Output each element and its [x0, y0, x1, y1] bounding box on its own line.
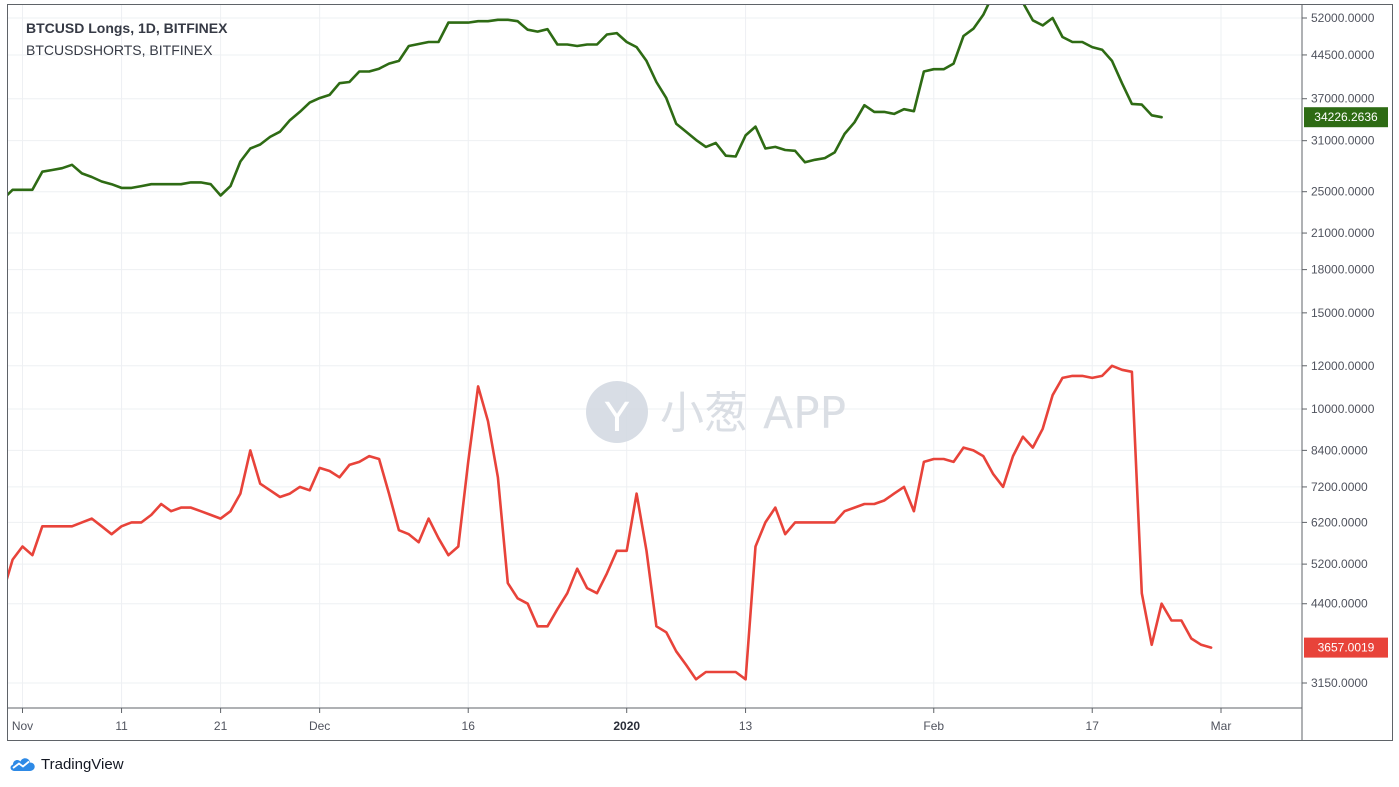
price-tick-label: 18000.0000 — [1311, 263, 1375, 277]
time-axis[interactable]: Nov 11 21 Dec 16 2020 13 Feb 17 Mar — [12, 708, 1232, 733]
last-value-tag-text: 3657.0019 — [1318, 641, 1375, 655]
price-tick-label: 5200.0000 — [1311, 557, 1368, 571]
time-tick-label: Feb — [923, 719, 944, 733]
last-value-tags: 34226.2636 3657.0019 — [1304, 107, 1388, 658]
last-value-tag-text: 34226.2636 — [1314, 110, 1378, 124]
time-tick-label: 21 — [214, 719, 228, 733]
price-tick-label: 52000.0000 — [1311, 11, 1375, 25]
time-tick-label: Dec — [309, 719, 330, 733]
price-axis[interactable]: 3150.0000 4400.0000 5200.0000 6200.0000 7200… — [1302, 11, 1375, 690]
watermark-logo-circle — [586, 381, 648, 443]
price-tick-label: 10000.0000 — [1311, 402, 1375, 416]
time-tick-label: 16 — [462, 719, 476, 733]
legend-shorts-title[interactable]: BTCUSDSHORTS, BITFINEX — [26, 42, 213, 58]
time-tick-label: 2020 — [613, 719, 640, 733]
last-value-tag-longs — [1304, 107, 1388, 128]
series-layer — [8, 5, 1213, 681]
series-line-shorts[interactable] — [8, 364, 1213, 681]
time-tick-label: 17 — [1086, 719, 1100, 733]
price-tick-label: 21000.0000 — [1311, 226, 1375, 240]
footer-branding[interactable]: TradingView — [8, 752, 124, 776]
price-tick-label: 8400.0000 — [1311, 443, 1368, 457]
chart-canvas[interactable]: Y 小葱 APP 3150.0000 4400.0000 5200.0000 6200… — [8, 5, 1392, 740]
tradingview-cloud-icon — [10, 758, 35, 771]
price-tick-label: 4400.0000 — [1311, 597, 1368, 611]
time-tick-label: Mar — [1211, 719, 1232, 733]
time-tick-label: Nov — [12, 719, 33, 733]
last-value-tag-shorts — [1304, 637, 1388, 658]
price-tick-label: 7200.0000 — [1311, 480, 1368, 494]
chart-frame[interactable]: Y 小葱 APP 3150.0000 4400.0000 5200.0000 6200… — [7, 4, 1393, 741]
watermark-text-cn: 小葱 — [660, 388, 748, 439]
price-tick-label: 25000.0000 — [1311, 185, 1375, 199]
legend-longs-title[interactable]: BTCUSD Longs, 1D, BITFINEX — [26, 20, 228, 36]
price-tick-label: 44500.0000 — [1311, 48, 1375, 62]
price-tick-label: 3150.0000 — [1311, 676, 1368, 690]
footer-brand-text: TradingView — [41, 755, 124, 773]
price-tick-label: 31000.0000 — [1311, 134, 1375, 148]
price-tick-label: 15000.0000 — [1311, 306, 1375, 320]
time-tick-label: 11 — [115, 719, 128, 733]
price-tick-label: 6200.0000 — [1311, 515, 1368, 529]
watermark: Y 小葱 APP — [586, 381, 846, 443]
watermark-text-en: APP — [763, 388, 846, 439]
series-line-longs[interactable] — [8, 5, 1163, 199]
scallion-logo-icon: Y — [604, 395, 630, 441]
time-tick-label: 13 — [739, 719, 753, 733]
grid-lines — [8, 5, 1302, 708]
price-tick-label: 37000.0000 — [1311, 92, 1375, 106]
price-tick-label: 12000.0000 — [1311, 359, 1375, 373]
